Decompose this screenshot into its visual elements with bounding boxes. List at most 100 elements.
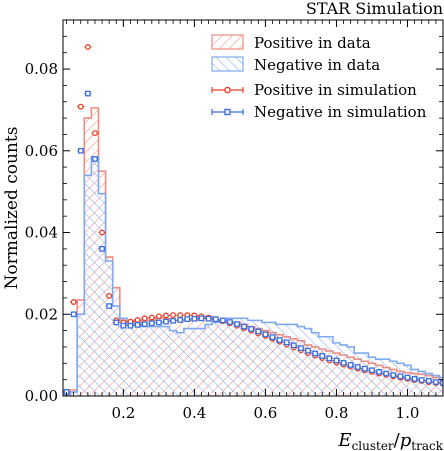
data-point <box>191 315 198 322</box>
x-tick-label: 0.4 <box>182 404 206 422</box>
data-point <box>106 292 113 299</box>
data-point <box>198 315 205 322</box>
data-point <box>283 339 290 346</box>
data-point <box>92 156 98 162</box>
x-axis-title-slash: / <box>394 430 401 451</box>
data-point <box>70 299 77 305</box>
hist-bar <box>261 322 269 396</box>
data-point <box>298 345 304 352</box>
hist-bar <box>219 320 227 396</box>
data-point <box>326 355 333 362</box>
data-point <box>170 312 177 319</box>
data-point <box>77 103 84 110</box>
hist-bar <box>311 332 319 396</box>
points-negative-in-simulation <box>63 90 443 395</box>
hist-bar <box>332 342 341 396</box>
hist-bar <box>148 326 156 396</box>
hist-bar <box>98 193 106 396</box>
x-axis-title: Ecluster/ptrack <box>337 430 443 451</box>
hist-bar <box>169 330 177 396</box>
data-point <box>411 375 418 382</box>
data-point <box>276 337 283 343</box>
hist-bar <box>240 318 248 396</box>
data-point <box>269 334 276 340</box>
hist-bar <box>226 318 234 396</box>
data-point <box>205 315 212 322</box>
data-point <box>425 378 432 384</box>
y-tick-label: 0.06 <box>25 142 58 160</box>
legend-label-positive-data: Positive in data <box>254 34 371 52</box>
data-point <box>134 317 141 323</box>
data-point <box>333 357 340 364</box>
data-point <box>148 314 155 321</box>
data-point <box>106 303 113 309</box>
hist-bar <box>368 357 376 396</box>
hist-bar <box>155 326 163 396</box>
hist-bar <box>375 359 383 396</box>
data-point <box>134 322 141 328</box>
data-point <box>212 316 219 323</box>
hist-bar <box>105 261 113 396</box>
hist-bar <box>290 324 298 396</box>
data-point <box>404 374 411 381</box>
data-point <box>141 315 148 322</box>
hist-bar <box>197 328 206 396</box>
hist-bar <box>190 328 198 396</box>
data-point <box>77 147 84 154</box>
data-point <box>127 322 134 329</box>
x-tick-label: 0.2 <box>111 404 135 422</box>
x-axis-title-sub-cluster: cluster <box>352 439 394 451</box>
data-point <box>177 317 184 323</box>
axis-ticks: 0.2 0.4 0.6 0.8 1.0 0.00 0.02 0.04 0.06 0.08 <box>25 20 443 422</box>
hist-bar <box>283 324 291 396</box>
hist-bar <box>325 336 333 396</box>
legend-swatch-positive-data <box>211 34 244 50</box>
data-point <box>84 44 91 50</box>
chart-title: STAR Simulation <box>306 0 443 18</box>
x-axis-title-p: p <box>400 430 412 451</box>
hist-bar <box>162 326 170 396</box>
hist-bar <box>340 344 348 396</box>
hist-bar <box>276 324 284 396</box>
data-point <box>369 367 375 374</box>
data-point <box>148 320 155 327</box>
data-point <box>156 319 162 326</box>
data-point <box>99 246 105 252</box>
data-point <box>362 365 368 372</box>
histogram-negative-in-data <box>63 156 443 396</box>
hist-bar <box>247 320 255 396</box>
hist-bar <box>361 353 369 396</box>
hist-bar <box>318 336 326 396</box>
legend-marker-positive-sim <box>211 86 244 94</box>
data-point <box>347 362 354 368</box>
data-point <box>92 130 98 137</box>
hist-bar <box>347 346 355 396</box>
data-point <box>177 312 184 319</box>
legend-swatch-negative-data <box>211 56 244 72</box>
hist-bar <box>176 332 184 396</box>
hist-bar <box>268 322 277 396</box>
data-point <box>170 317 176 324</box>
data-point <box>305 347 311 354</box>
data-point <box>290 342 297 349</box>
data-point <box>70 311 77 318</box>
hist-bar <box>77 314 85 396</box>
x-tick-label: 1.0 <box>396 404 420 422</box>
data-point <box>376 369 382 375</box>
x-tick-label: 0.8 <box>325 404 349 422</box>
x-axis-title-e: E <box>337 430 351 451</box>
data-point <box>383 370 390 377</box>
data-point <box>227 319 233 325</box>
data-point <box>120 322 127 329</box>
y-axis-title: Normalized counts <box>2 127 22 290</box>
hist-bar <box>84 175 92 396</box>
data-point <box>397 373 404 380</box>
hist-bar <box>439 377 443 396</box>
data-point <box>163 312 169 319</box>
legend-label-negative-data: Negative in data <box>254 56 380 74</box>
data-point <box>354 364 361 370</box>
plot-frame <box>62 19 444 397</box>
x-axis-title-sub-track: track <box>411 439 443 451</box>
data-point <box>219 317 226 324</box>
